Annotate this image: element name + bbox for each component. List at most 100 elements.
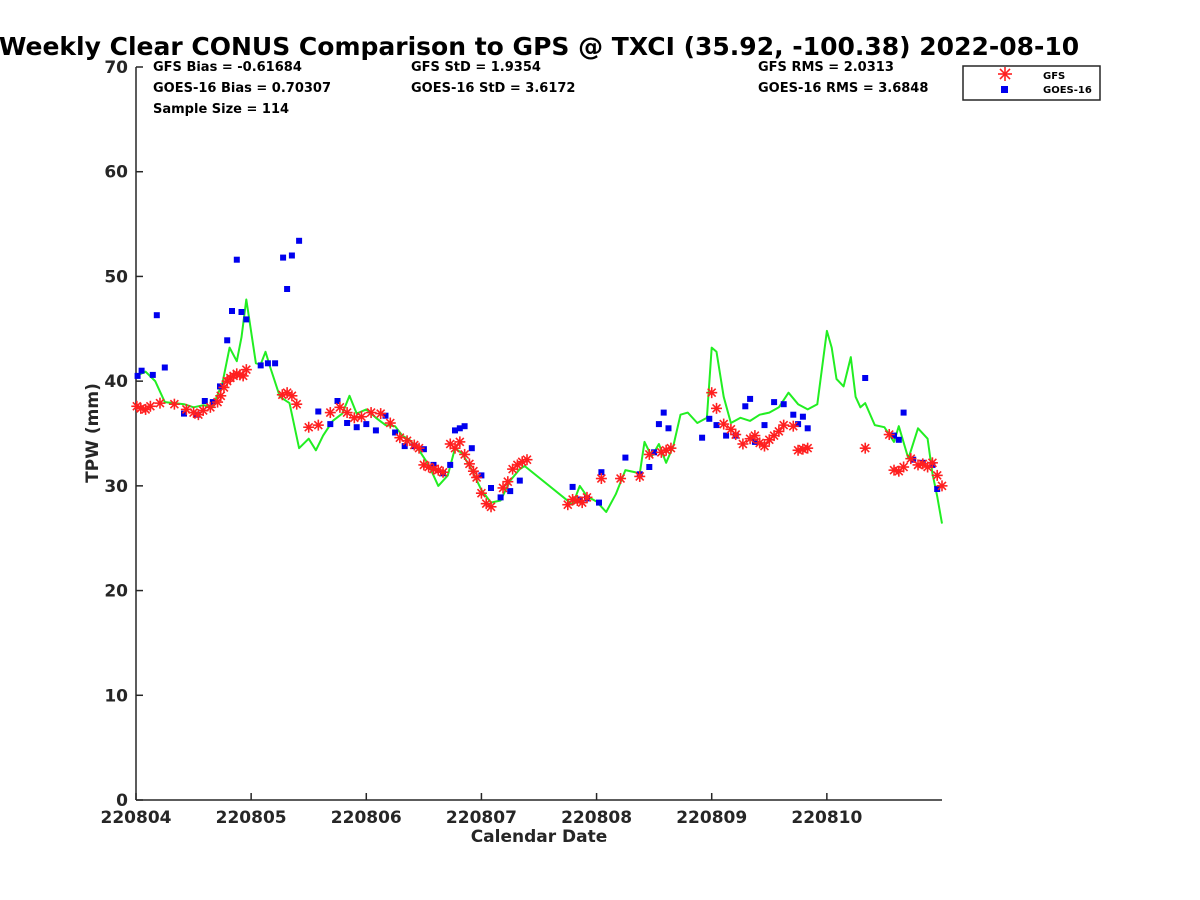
goes-point [224, 337, 231, 344]
gfs-point [931, 469, 943, 481]
goes-point [651, 449, 658, 456]
gfs-bias-stat: GFS Bias = -0.61684 [153, 60, 302, 75]
goes-rms-stat: GOES-16 RMS = 3.6848 [758, 81, 928, 96]
gfs-point [737, 438, 749, 450]
gfs-point [749, 430, 761, 442]
goes-point [723, 432, 730, 439]
x-tick-label: 220806 [331, 808, 402, 828]
goes-point [288, 252, 295, 259]
gfs-point [215, 390, 227, 402]
gfs-rms-stat: GFS RMS = 2.0313 [758, 60, 894, 75]
x-tick-label: 220804 [101, 808, 172, 828]
goes-point [153, 312, 160, 319]
goes-point [895, 436, 902, 443]
gfs-point [502, 476, 514, 488]
gfs-point [730, 429, 742, 441]
gfs-point [154, 397, 166, 409]
goes-point [751, 438, 758, 445]
gfs-point [334, 401, 346, 413]
x-axis-label: Calendar Date [471, 827, 608, 847]
goes-point [516, 477, 523, 484]
goes-point [280, 254, 287, 261]
plot-area [131, 237, 948, 524]
goes-point [344, 420, 351, 426]
x-tick-label: 220810 [791, 808, 862, 828]
gfs-point [144, 400, 156, 412]
x-tick-label: 220808 [561, 808, 632, 828]
gfs-point [581, 491, 593, 503]
goes-point [655, 421, 662, 428]
y-axis-label: TPW (mm) [83, 383, 103, 483]
goes-bias-stat: GOES-16 Bias = 0.70307 [153, 81, 331, 96]
gfs-point [665, 442, 677, 454]
legend-gfs-marker [998, 67, 1012, 81]
gfs-point [485, 501, 497, 513]
gfs-point [312, 419, 324, 431]
goes-point [456, 425, 463, 432]
x-tick-label: 220807 [446, 808, 517, 828]
gfs-point [475, 487, 487, 499]
goes-point [284, 286, 291, 292]
gfs-std-stat: GFS StD = 1.9354 [411, 60, 541, 75]
goes-point [742, 403, 749, 410]
gfs-point [778, 419, 790, 431]
goes-point [468, 445, 475, 452]
goes-point [238, 309, 245, 315]
goes-point [596, 499, 602, 506]
goes-point [363, 421, 370, 428]
gfs-point [348, 412, 360, 424]
goes-point [790, 411, 797, 418]
gfs-point [521, 454, 533, 466]
goes-point [799, 413, 806, 420]
gfs-point [418, 459, 430, 471]
goes-point [646, 464, 653, 470]
goes-point [713, 422, 720, 429]
gfs-point [204, 401, 216, 413]
x-ticks: 220804 220805 220806 220807 220808 220809 2208… [101, 793, 863, 828]
goes-point [201, 398, 208, 404]
goes-point [598, 469, 605, 476]
y-tick-label: 30 [104, 477, 128, 497]
y-tick-label: 10 [104, 686, 128, 706]
gfs-point [643, 448, 655, 460]
gfs-point [883, 429, 895, 441]
gfs-point [718, 418, 730, 430]
goes-point [862, 375, 869, 381]
goes-point [420, 446, 427, 453]
goes-point [149, 371, 156, 378]
gfs-point [711, 402, 723, 414]
chart-title: Weekly Clear CONUS Comparison to GPS @ T… [0, 32, 1079, 61]
gps-series-line [135, 298, 943, 524]
goes-point [392, 429, 399, 436]
goes-std-stat: GOES-16 StD = 3.6172 [411, 81, 575, 96]
gfs-point [454, 436, 466, 448]
goes-point [706, 415, 713, 422]
gfs-point [905, 453, 917, 465]
gfs-point [437, 466, 449, 478]
goes-point [181, 410, 187, 417]
gfs-point [365, 407, 377, 419]
gfs-point [898, 461, 910, 473]
y-tick-label: 50 [104, 267, 128, 287]
y-tick-label: 20 [104, 582, 128, 602]
goes-point [272, 360, 279, 367]
goes-point [795, 421, 802, 428]
gfs-point [471, 471, 483, 483]
y-tick-label: 60 [104, 163, 128, 183]
y-tick-label: 70 [104, 58, 128, 78]
goes-point [900, 409, 907, 416]
goes-point [401, 443, 408, 450]
gfs-point [286, 390, 298, 402]
gfs-point [758, 440, 770, 452]
goes-point [264, 360, 271, 367]
gfs-point [459, 448, 471, 460]
x-tick-label: 220805 [216, 808, 287, 828]
gfs-point [384, 417, 396, 429]
goes-point [452, 427, 458, 434]
goes-point [507, 488, 514, 495]
goes-point [243, 316, 250, 323]
legend-gfs-asterisk [998, 67, 1012, 81]
goes-point [138, 367, 145, 374]
gfs-point [324, 407, 336, 419]
